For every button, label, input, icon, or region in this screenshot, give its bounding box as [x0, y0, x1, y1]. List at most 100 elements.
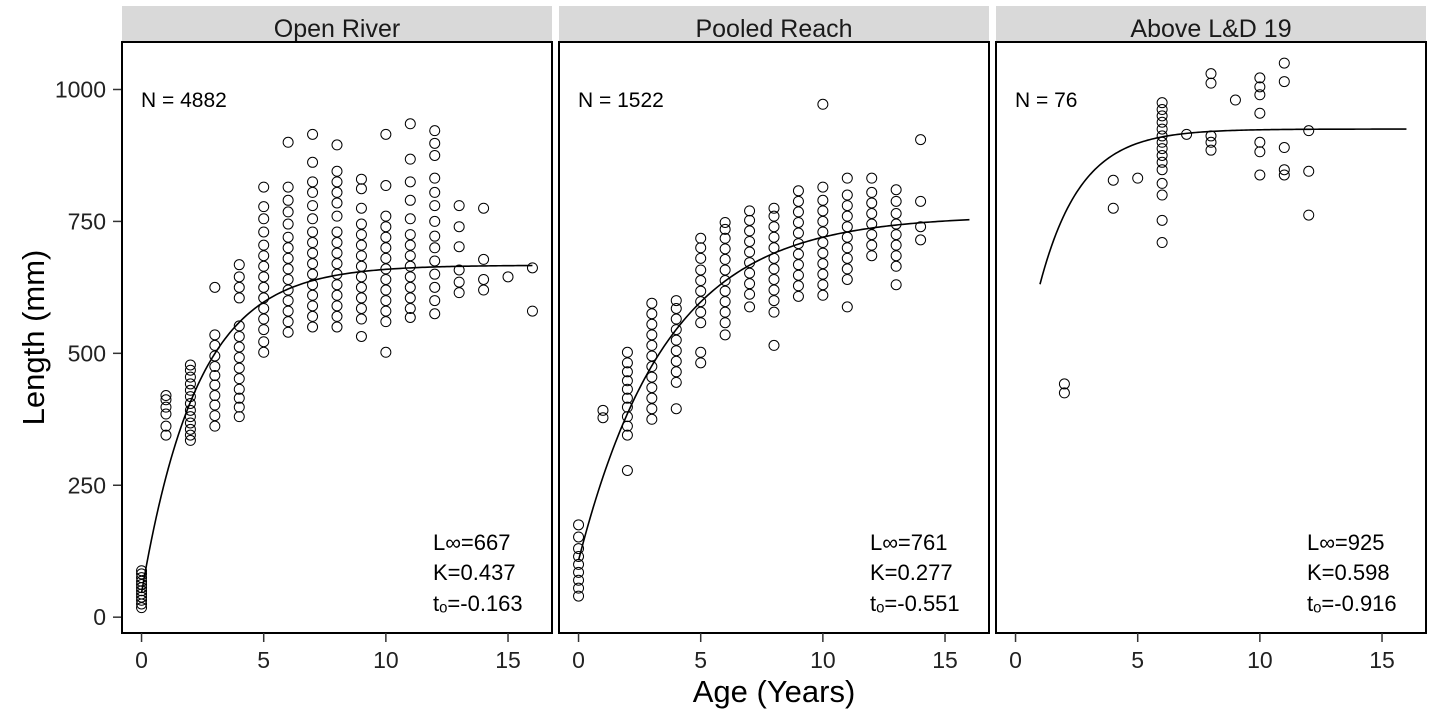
- data-point: [1205, 136, 1217, 148]
- data-point: [792, 269, 804, 281]
- x-tick-label: 15: [932, 647, 958, 673]
- data-point: [597, 404, 609, 416]
- data-point: [429, 125, 441, 137]
- data-point: [915, 234, 927, 246]
- data-point: [792, 216, 804, 228]
- data-point: [670, 403, 682, 415]
- data-point: [817, 215, 829, 227]
- data-point: [768, 339, 780, 351]
- data-point: [258, 346, 270, 358]
- data-point: [380, 221, 392, 233]
- data-point: [331, 279, 343, 291]
- data-point: [209, 361, 221, 373]
- data-point: [1156, 177, 1168, 189]
- data-point: [792, 185, 804, 197]
- data-point: [478, 273, 490, 285]
- data-point: [258, 213, 270, 225]
- data-point: [307, 300, 319, 312]
- data-point: [841, 172, 853, 184]
- data-point: [355, 302, 367, 314]
- y-tick-label: 0: [93, 604, 106, 630]
- data-point: [380, 295, 392, 307]
- data-point: [1156, 110, 1168, 122]
- data-point: [355, 202, 367, 214]
- growth-curve-line: [140, 264, 533, 594]
- data-point: [719, 243, 731, 255]
- data-point: [331, 321, 343, 333]
- param-linf-label: L∞=925: [1307, 530, 1384, 555]
- data-point: [233, 362, 245, 374]
- data-point: [380, 242, 392, 254]
- data-point: [184, 359, 196, 371]
- data-point: [331, 226, 343, 238]
- y-axis-title-group: Length (mm): [16, 250, 51, 426]
- data-point: [404, 118, 416, 130]
- data-point: [621, 392, 633, 404]
- data-point: [355, 281, 367, 293]
- data-point: [184, 423, 196, 435]
- data-point: [1156, 164, 1168, 176]
- data-point: [866, 250, 878, 262]
- data-point: [890, 250, 902, 262]
- data-point: [331, 247, 343, 259]
- data-point: [841, 242, 853, 254]
- panel-strip: [122, 6, 552, 42]
- panel-1: Open River 0 5 10 15 N = 4882 L∞=667 K=0.437 tₒ=…: [121, 6, 553, 673]
- data-point: [744, 214, 756, 226]
- data-point: [184, 429, 196, 441]
- data-point: [258, 239, 270, 251]
- data-point: [331, 237, 343, 249]
- panel-2: Pooled Reach 0 5 10 15 N = 1522 L∞=761 K=0.277 t…: [558, 6, 990, 673]
- data-point: [209, 281, 221, 293]
- data-point: [890, 195, 902, 207]
- data-point: [282, 136, 294, 148]
- data-point: [404, 239, 416, 251]
- data-point: [719, 253, 731, 265]
- data-point: [670, 324, 682, 336]
- data-point: [282, 295, 294, 307]
- data-point: [429, 200, 441, 212]
- data-point: [841, 221, 853, 233]
- data-point: [695, 232, 707, 244]
- x-tick-label: 15: [495, 647, 521, 673]
- data-point: [1058, 387, 1070, 399]
- data-point: [792, 227, 804, 239]
- data-point: [573, 574, 585, 586]
- x-tick-label: 0: [572, 647, 585, 673]
- data-point: [670, 366, 682, 378]
- data-point: [233, 383, 245, 395]
- panel-title: Above L&D 19: [1130, 15, 1291, 43]
- data-point: [573, 558, 585, 570]
- data-point: [136, 585, 148, 597]
- data-point: [429, 242, 441, 254]
- data-point: [258, 260, 270, 272]
- data-point: [573, 531, 585, 543]
- data-point: [184, 397, 196, 409]
- x-tick-label: 0: [135, 647, 148, 673]
- data-point: [502, 271, 514, 283]
- data-point: [866, 218, 878, 230]
- data-point: [646, 350, 658, 362]
- data-point: [744, 205, 756, 217]
- data-point: [890, 184, 902, 196]
- data-points: [573, 98, 927, 602]
- data-point: [258, 302, 270, 314]
- data-point: [233, 392, 245, 404]
- panel-strip: [559, 6, 989, 42]
- data-point: [307, 279, 319, 291]
- data-point: [184, 378, 196, 390]
- data-point: [355, 250, 367, 262]
- data-point: [792, 259, 804, 271]
- data-point: [695, 252, 707, 264]
- param-t0-label: tₒ=-0.551: [870, 591, 960, 616]
- data-point: [282, 326, 294, 338]
- data-point: [160, 429, 172, 441]
- data-point: [768, 210, 780, 222]
- data-points: [1058, 57, 1315, 399]
- data-point: [209, 410, 221, 422]
- data-point: [282, 252, 294, 264]
- data-point: [331, 197, 343, 209]
- x-tick-label: 5: [694, 647, 707, 673]
- data-point: [695, 346, 707, 358]
- y-tick-label: 750: [68, 208, 106, 234]
